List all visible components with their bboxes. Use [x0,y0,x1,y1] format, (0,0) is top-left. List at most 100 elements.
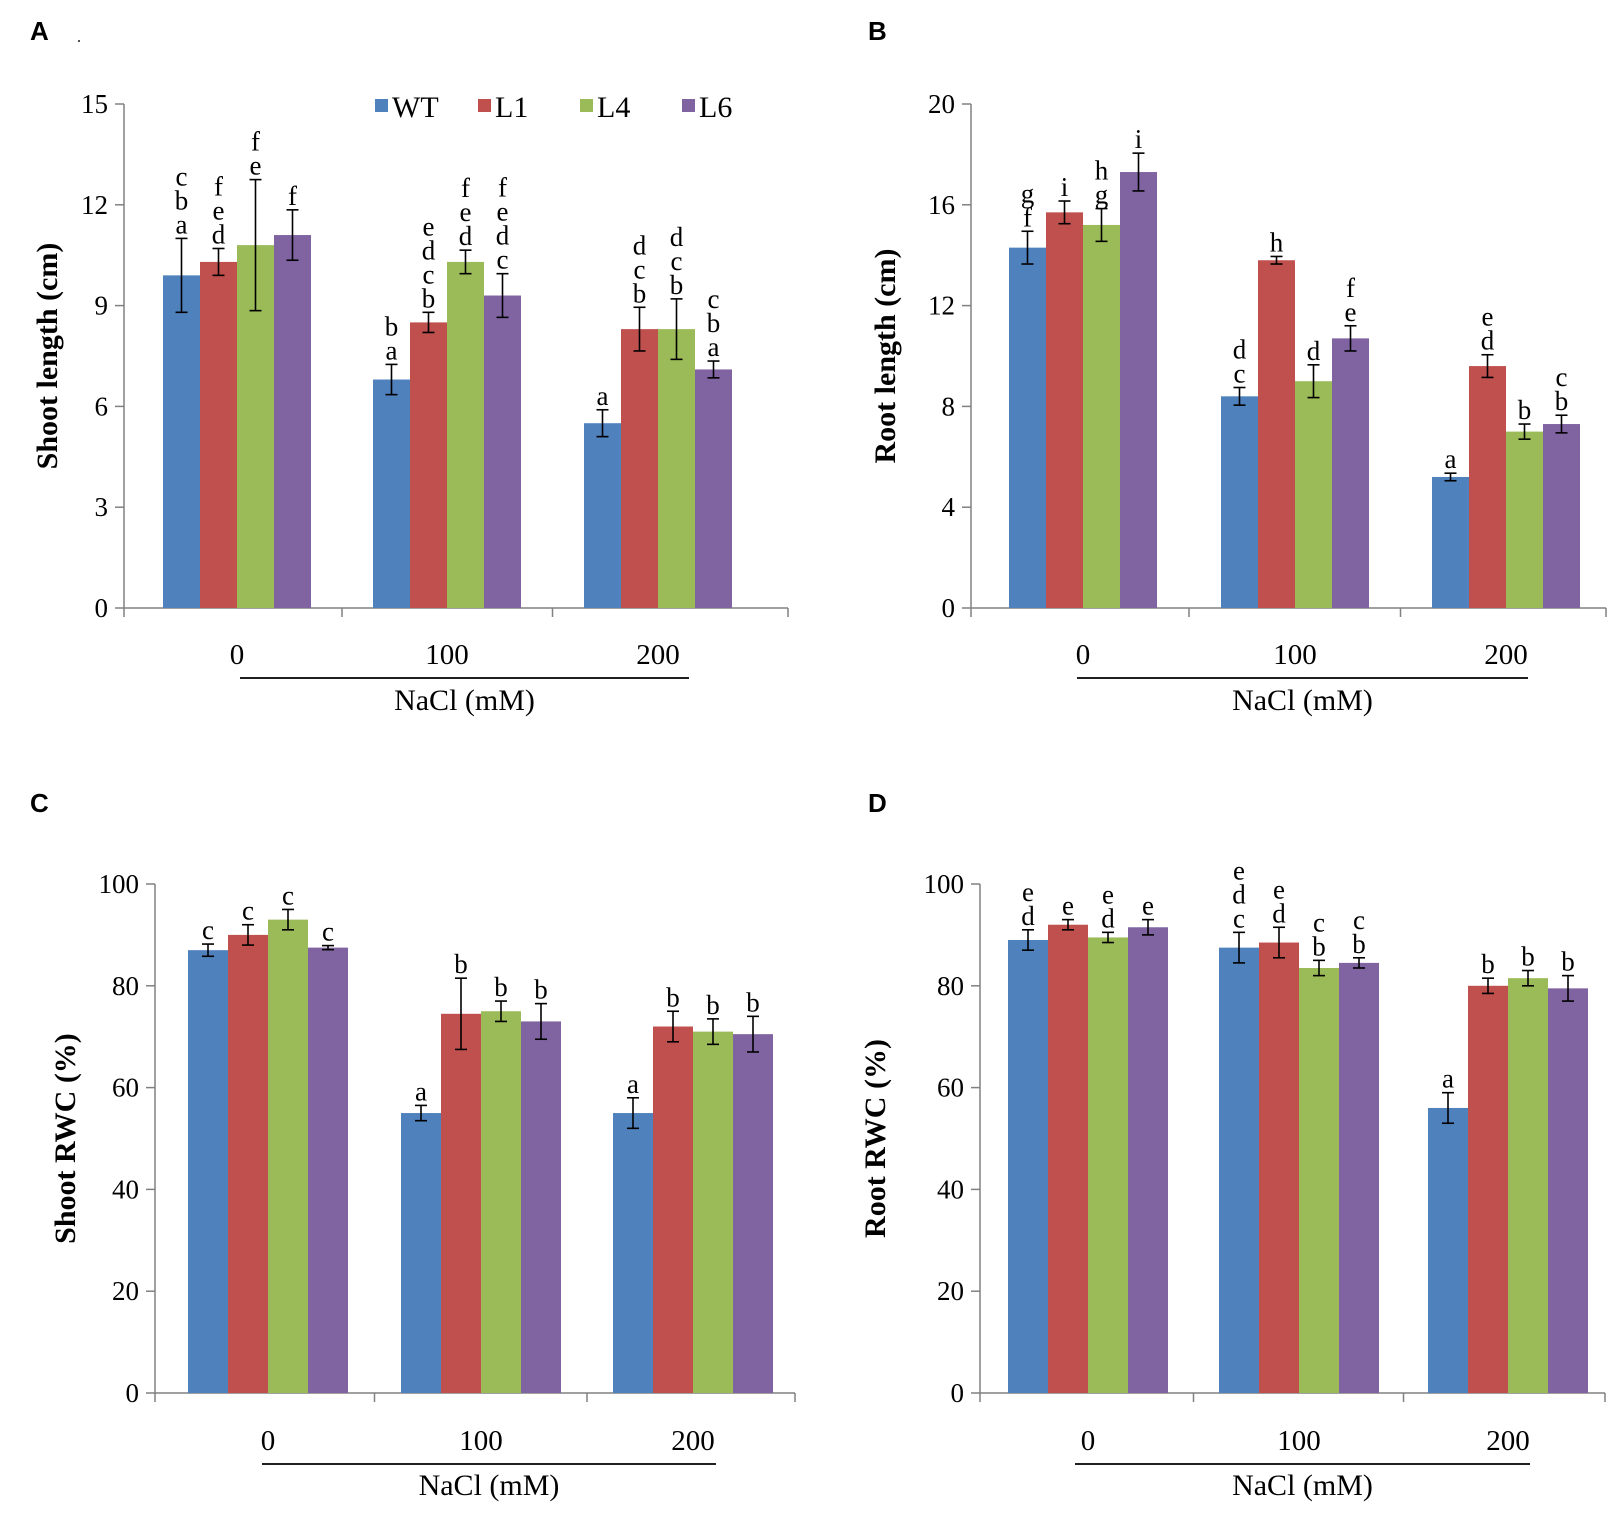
significance-letter: c [282,880,294,910]
bar-l1 [1048,924,1088,1393]
bar-wt [1221,396,1258,608]
category-label: 200 [671,1425,715,1457]
bar-l6 [308,947,348,1393]
y-tick-label: 0 [942,593,956,623]
significance-letter: b [1312,931,1326,961]
significance-letter: c [322,917,334,947]
bar-l6 [1543,424,1580,608]
significance-letter: d [422,235,436,265]
bar-l1 [1469,366,1506,608]
y-tick-label: 3 [95,492,109,522]
y-tick-label: 15 [81,89,108,119]
bar-wt [163,275,200,608]
bar-l1 [200,261,237,608]
bar-l1 [228,934,268,1393]
bar-l6 [274,235,311,609]
bar-l1 [1046,212,1083,609]
bar-wt [584,423,621,608]
significance-letter: e [1345,297,1357,327]
bar-l6 [695,369,732,608]
bar-l4 [658,329,695,608]
significance-letter: f [498,173,507,203]
bar-wt [188,950,228,1393]
significance-letter: c [497,245,509,275]
bar-l4 [268,919,308,1393]
bar-wt [401,1113,441,1393]
y-tick-label: 20 [112,1276,139,1306]
category-label: 0 [1081,1425,1096,1457]
significance-letter: e [1142,891,1154,921]
significance-letter: d [1101,903,1115,933]
significance-letter: d [1272,898,1286,928]
y-axis-title: Root length (cm) [869,249,902,464]
significance-letter: c [671,246,683,276]
significance-letter: a [627,1069,639,1099]
x-axis-title: NaCl (mM) [419,1469,560,1502]
bar-l1 [410,322,447,608]
x-axis-title: NaCl (mM) [394,684,535,717]
y-tick-label: 8 [942,391,956,421]
significance-letter: e [250,151,262,181]
y-tick-label: 6 [95,391,109,421]
significance-letter: b [454,949,468,979]
significance-letter: b [707,308,721,338]
y-axis-title: Shoot length (cm) [31,243,64,470]
y-tick-label: 80 [937,971,964,1001]
bar-l1 [621,329,658,608]
significance-letter: d [633,230,647,260]
significance-letter: e [423,211,435,241]
significance-letter: c [1313,907,1325,937]
significance-letter: i [1061,172,1069,202]
significance-letter: d [670,222,684,252]
significance-letter: e [497,197,509,227]
significance-letter: c [634,254,646,284]
stray-dot [78,40,80,42]
significance-letter: b [1521,942,1535,972]
legend-swatch-l6 [682,99,695,112]
category-label: 200 [1484,639,1528,671]
bar-l6 [1128,927,1168,1393]
y-tick-label: 60 [112,1073,139,1103]
y-tick-label: 20 [937,1276,964,1306]
significance-letter: e [1233,855,1245,885]
category-label: 100 [1273,639,1317,671]
significance-letter: e [213,195,225,225]
significance-letter: b [534,975,548,1005]
category-label: 0 [230,639,245,671]
significance-letter: d [1021,901,1035,931]
y-tick-label: 0 [951,1378,965,1408]
bar-wt [1219,947,1259,1393]
significance-letter: b [706,990,720,1020]
significance-letter: d [1232,879,1246,909]
bar-l4 [1508,978,1548,1393]
significance-letter: d [496,221,510,251]
legend-label: L1 [495,91,528,124]
significance-letter: c [1233,903,1245,933]
significance-letter: c [1353,905,1365,935]
bar-l6 [1339,962,1379,1393]
significance-letter: b [1518,395,1532,425]
x-axis-title: NaCl (mM) [1232,1469,1373,1502]
panel-letter: D [868,788,887,818]
bar-wt [1428,1107,1468,1393]
significance-letter: a [415,1076,427,1106]
significance-letter: f [461,173,470,203]
legend-swatch-wt [375,99,388,112]
y-tick-label: 0 [126,1378,140,1408]
significance-letter: g [1021,178,1035,208]
significance-letter: e [1102,879,1114,909]
significance-letter: e [1022,877,1034,907]
significance-letter: f [1023,202,1032,232]
significance-letter: a [176,209,188,239]
bar-l6 [733,1034,773,1393]
y-tick-label: 80 [112,971,139,1001]
significance-letter: e [1273,874,1285,904]
significance-letter: f [1346,273,1355,303]
bar-l1 [1258,260,1295,608]
significance-letter: d [1481,326,1495,356]
significance-letter: c [1234,359,1246,389]
significance-letter: c [242,896,254,926]
category-label: 0 [261,1425,276,1457]
